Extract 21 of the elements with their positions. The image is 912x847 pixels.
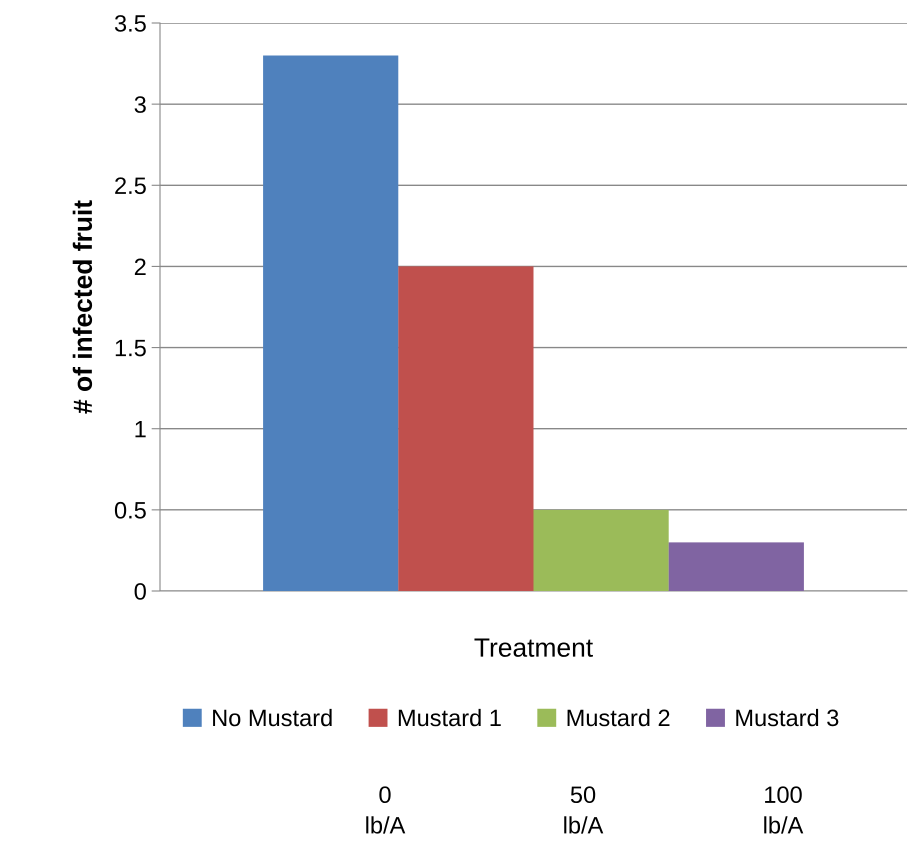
y-tick-label: 2.5 xyxy=(115,177,146,194)
bar xyxy=(534,510,669,591)
legend-label: Mustard 3 xyxy=(736,708,838,726)
text: 50 lb/A xyxy=(564,786,604,834)
legend-label: No Mustard xyxy=(213,708,332,726)
x-axis-title: Treatment xyxy=(474,638,593,657)
y-tick-label: 1 xyxy=(135,421,146,438)
y-tick-label: 0.5 xyxy=(114,502,146,519)
y-tick-label: 2 xyxy=(134,258,146,275)
y-tick-label: 3 xyxy=(134,96,146,113)
y-tick-label: 3.5 xyxy=(114,15,146,32)
legend-label: Mustard 1 xyxy=(398,708,501,726)
bar xyxy=(668,542,804,591)
legend-label: Mustard 2 xyxy=(568,708,670,726)
y-axis-title: # of infected fruit xyxy=(72,200,92,414)
text: 0 lb/A xyxy=(366,786,406,834)
y-tick-label: 1.5 xyxy=(116,340,146,356)
bar xyxy=(398,266,534,591)
text: 100 lb/A xyxy=(764,786,804,834)
y-tick-label: 0 xyxy=(134,583,146,600)
bar xyxy=(263,55,398,591)
